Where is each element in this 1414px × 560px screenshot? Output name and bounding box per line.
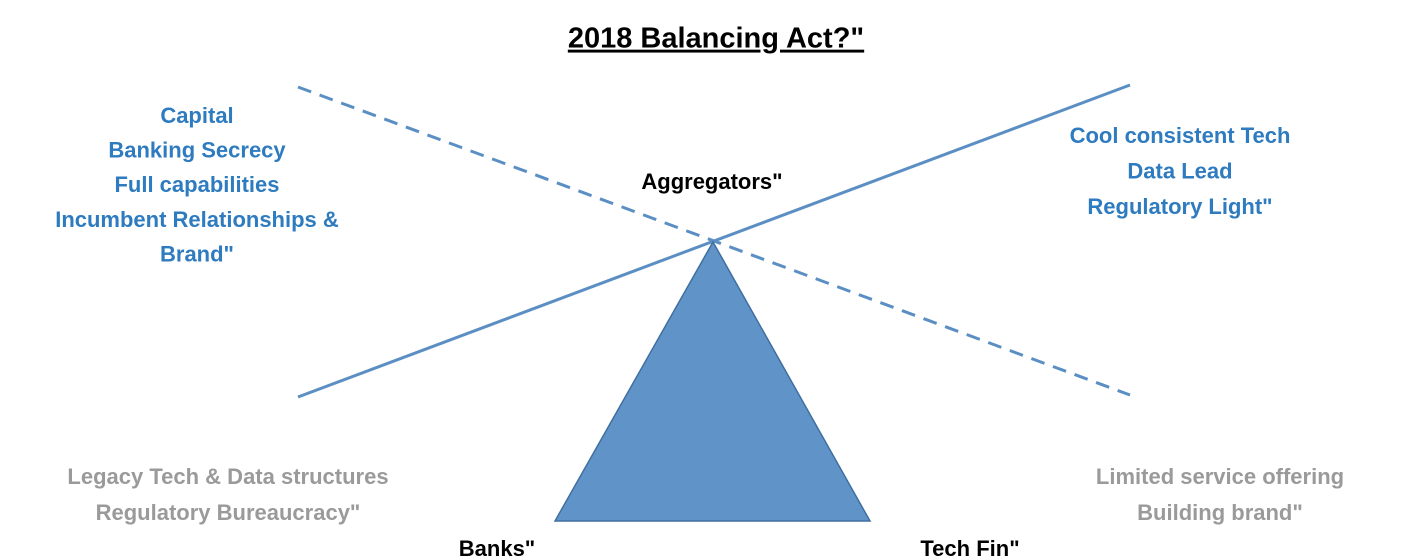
bank-strengths-line: Incumbent Relationships & xyxy=(55,207,339,232)
techfin-weaknesses-line: Limited service offering xyxy=(1096,464,1344,489)
bank-strengths-line: Full capabilities xyxy=(114,172,279,197)
techfin-strengths-line: Data Lead xyxy=(1127,158,1232,183)
title: 2018 Balancing Act?" xyxy=(568,23,864,55)
bank-weaknesses-line: Regulatory Bureaucracy" xyxy=(96,500,361,525)
bank-strengths-line: Banking Secrecy xyxy=(108,138,286,163)
bank-weaknesses-line: Legacy Tech & Data structures xyxy=(67,464,388,489)
techfin-strengths-line: Cool consistent Tech xyxy=(1070,123,1291,148)
fulcrum xyxy=(553,240,872,522)
text-lists: Capital Banking Secrecy Full capabilities I… xyxy=(55,103,1344,525)
left-base-label: Banks" xyxy=(459,536,535,560)
bank-strengths-line: Capital xyxy=(160,103,233,128)
center-label: Aggregators" xyxy=(641,169,782,194)
solid-beam xyxy=(297,83,1131,399)
bank-strengths-line: Brand" xyxy=(160,242,234,267)
techfin-strengths-line: Regulatory Light" xyxy=(1087,194,1272,219)
right-base-label: Tech Fin" xyxy=(920,536,1019,560)
techfin-weaknesses-line: Building brand" xyxy=(1137,500,1303,525)
